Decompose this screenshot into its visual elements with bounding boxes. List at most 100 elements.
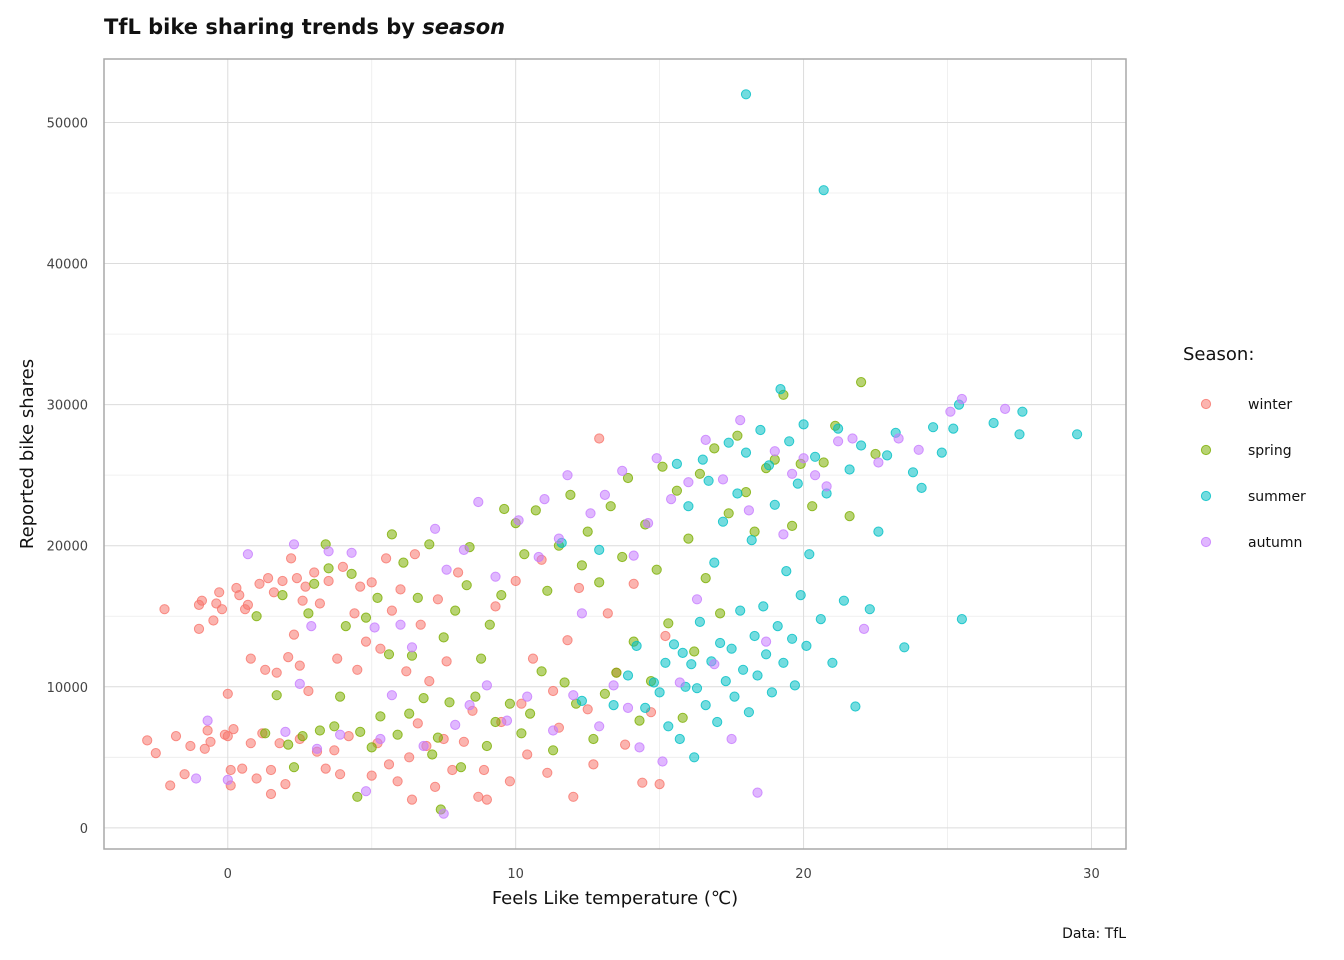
data-point-autumn [821,481,832,492]
data-point-autumn [833,436,844,447]
data-point-summer [850,701,861,712]
data-point-winter [441,656,452,667]
data-point-summer [815,614,826,625]
data-point-spring [484,619,495,630]
legend-key-spring [1200,444,1212,456]
data-point-winter [473,791,484,802]
data-point-autumn [608,680,619,691]
data-point-winter [562,635,573,646]
data-point-winter [355,581,366,592]
data-point-summer [1072,429,1083,440]
data-point-spring [481,740,492,752]
data-point-spring [386,529,397,540]
data-point-spring [444,697,455,708]
data-point-winter [458,736,469,747]
data-point-winter [430,781,441,793]
legend-label-summer: summer [1248,489,1306,505]
data-point-autumn [548,725,559,736]
data-points [142,89,1083,819]
data-point-winter [375,643,386,654]
data-point-autumn [346,547,357,558]
data-point-autumn [288,539,300,550]
data-point-summer [907,467,919,478]
data-point-summer [838,595,850,606]
data-point-autumn [360,786,372,797]
data-point-winter [234,590,245,601]
data-point-winter [490,601,501,612]
data-point-spring [700,573,711,584]
data-point-autumn [323,546,334,557]
data-point-autumn [1000,403,1011,414]
data-point-autumn [622,702,634,714]
x-axis-title: Feels Like temperature (℃) [492,888,738,909]
legend-label-autumn: autumn [1248,535,1302,551]
data-point-winter [637,777,648,788]
data-point-spring [582,526,593,537]
data-point-winter [142,735,153,746]
data-point-summer [844,464,855,475]
data-point-winter [199,743,210,754]
data-point-autumn [700,434,711,445]
data-point-summer [775,384,786,395]
data-point-autumn [481,680,492,691]
data-point-winter [386,605,397,616]
data-point-spring [418,693,429,704]
data-point-winter [265,788,277,800]
data-point-winter [654,779,665,790]
data-point-autumn [726,733,737,745]
data-point-autumn [369,622,380,633]
minor-gridlines [104,59,1126,849]
data-point-summer [691,683,703,694]
data-point-winter [280,779,291,790]
data-point-autumn [617,465,628,476]
data-point-winter [542,767,553,778]
data-point-autumn [430,523,441,534]
chart-caption: Data: TfL [1062,926,1126,942]
data-point-autumn [683,477,694,488]
data-point-winter [228,724,239,735]
data-point-winter [309,567,320,578]
data-point-spring [536,666,547,677]
data-point-spring [496,590,507,601]
data-point-summer [631,640,642,652]
data-point-winter [222,688,233,699]
data-point-spring [723,508,734,519]
data-point-summer [712,716,723,728]
data-point-autumn [375,733,386,745]
data-point-winter [202,725,213,736]
data-point-summer [746,535,757,546]
series-autumn [191,393,1011,819]
data-point-winter [412,718,423,729]
data-point-spring [715,608,726,619]
data-point-summer [752,670,763,681]
data-point-summer [781,566,792,577]
data-point-winter [205,736,216,747]
data-point-winter [323,575,334,587]
legend-label-winter: winter [1248,397,1292,413]
data-point-winter [628,578,639,589]
data-point-winter [170,731,182,742]
data-point-spring [450,605,461,616]
data-point-winter [263,573,274,584]
data-point-winter [320,763,331,774]
data-point-winter [447,764,458,776]
data-point-summer [594,544,605,556]
data-point-spring [671,485,683,496]
data-point-winter [297,595,308,606]
y-tick-label: 20000 [47,540,88,555]
plot-panel-border [103,58,1127,850]
data-point-autumn [458,544,469,556]
data-point-summer [740,447,752,458]
data-point-winter [415,619,426,630]
data-point-spring [346,568,357,580]
data-point-spring [594,577,605,588]
data-point-autumn [280,726,291,738]
data-point-spring [490,716,501,728]
data-point-spring [392,729,403,740]
data-point-summer [723,437,734,448]
data-point-spring [372,592,383,604]
data-point-summer [677,647,688,659]
data-point-winter [288,629,300,640]
data-point-spring [683,533,694,544]
data-point-winter [242,599,253,611]
